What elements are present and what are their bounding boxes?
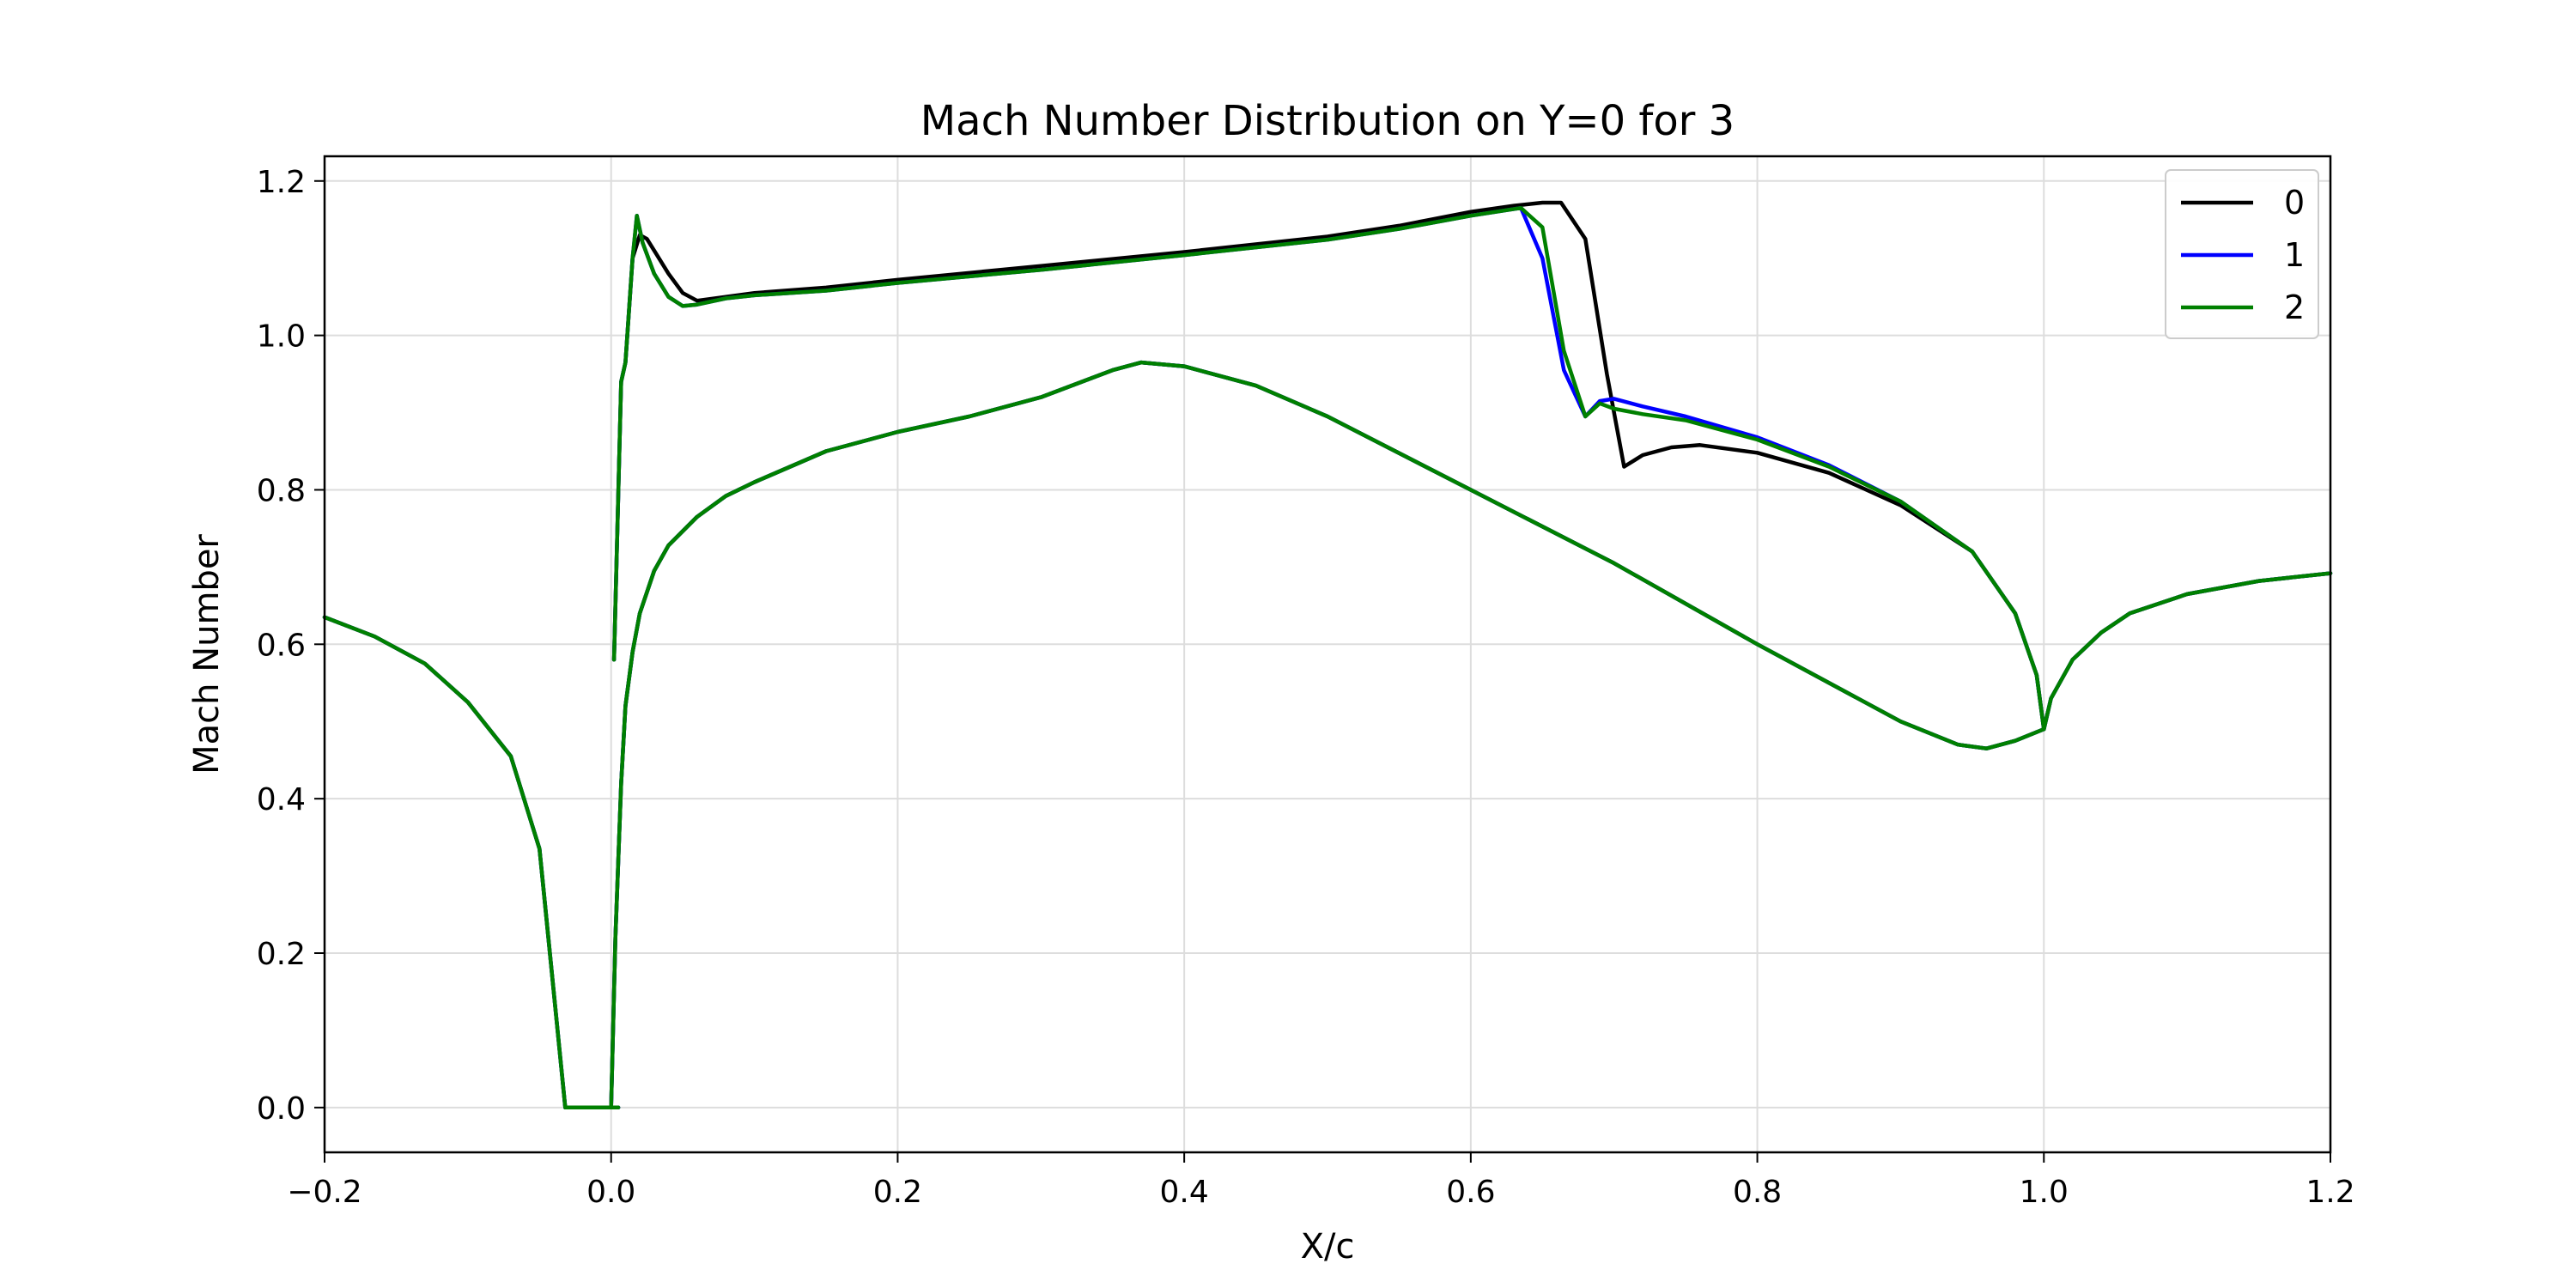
x-tick-label: 0.8 xyxy=(1733,1175,1782,1210)
x-axis-ticks: −0.2 0.0 0.2 0.4 0.6 0.8 1.0 1.2 xyxy=(287,1152,2355,1210)
x-tick-label: 0.6 xyxy=(1446,1175,1495,1210)
x-tick-label: 0.0 xyxy=(586,1175,635,1210)
legend: 0 1 2 xyxy=(2165,169,2319,339)
y-tick-label: 0.8 xyxy=(257,473,306,508)
series-2-line-0 xyxy=(322,615,621,1110)
y-axis-ticks: 0.0 0.2 0.4 0.6 0.8 1.0 1.2 xyxy=(257,165,325,1127)
x-tick-label: 1.2 xyxy=(2306,1175,2354,1210)
x-tick-label: 1.0 xyxy=(2020,1175,2069,1210)
x-tick-label: 0.4 xyxy=(1160,1175,1209,1210)
legend-label-1: 1 xyxy=(2284,236,2305,274)
y-tick-label: 1.2 xyxy=(257,165,306,200)
plot-frame xyxy=(323,155,2332,1154)
y-tick-label: 1.0 xyxy=(257,319,306,355)
x-axis-label: X/c xyxy=(1301,1227,1355,1267)
x-tick-label: −0.2 xyxy=(287,1175,361,1210)
series-0-line-1 xyxy=(611,200,2046,732)
y-tick-label: 0.4 xyxy=(257,782,306,817)
y-tick-label: 0.0 xyxy=(257,1091,306,1127)
x-tick-label: 0.2 xyxy=(873,1175,922,1210)
series-2-line-1 xyxy=(611,205,2046,732)
legend-label-0: 0 xyxy=(2284,184,2305,222)
y-tick-label: 0.2 xyxy=(257,937,306,972)
legend-label-2: 2 xyxy=(2284,289,2305,326)
series-2 xyxy=(322,205,2333,1110)
y-axis-label: Mach Number xyxy=(187,534,227,775)
series-2-line-2 xyxy=(609,360,2333,1110)
y-tick-label: 0.6 xyxy=(257,628,306,663)
plot-series xyxy=(322,200,2333,1110)
chart-title: Mach Number Distribution on Y=0 for 3 xyxy=(920,97,1735,145)
